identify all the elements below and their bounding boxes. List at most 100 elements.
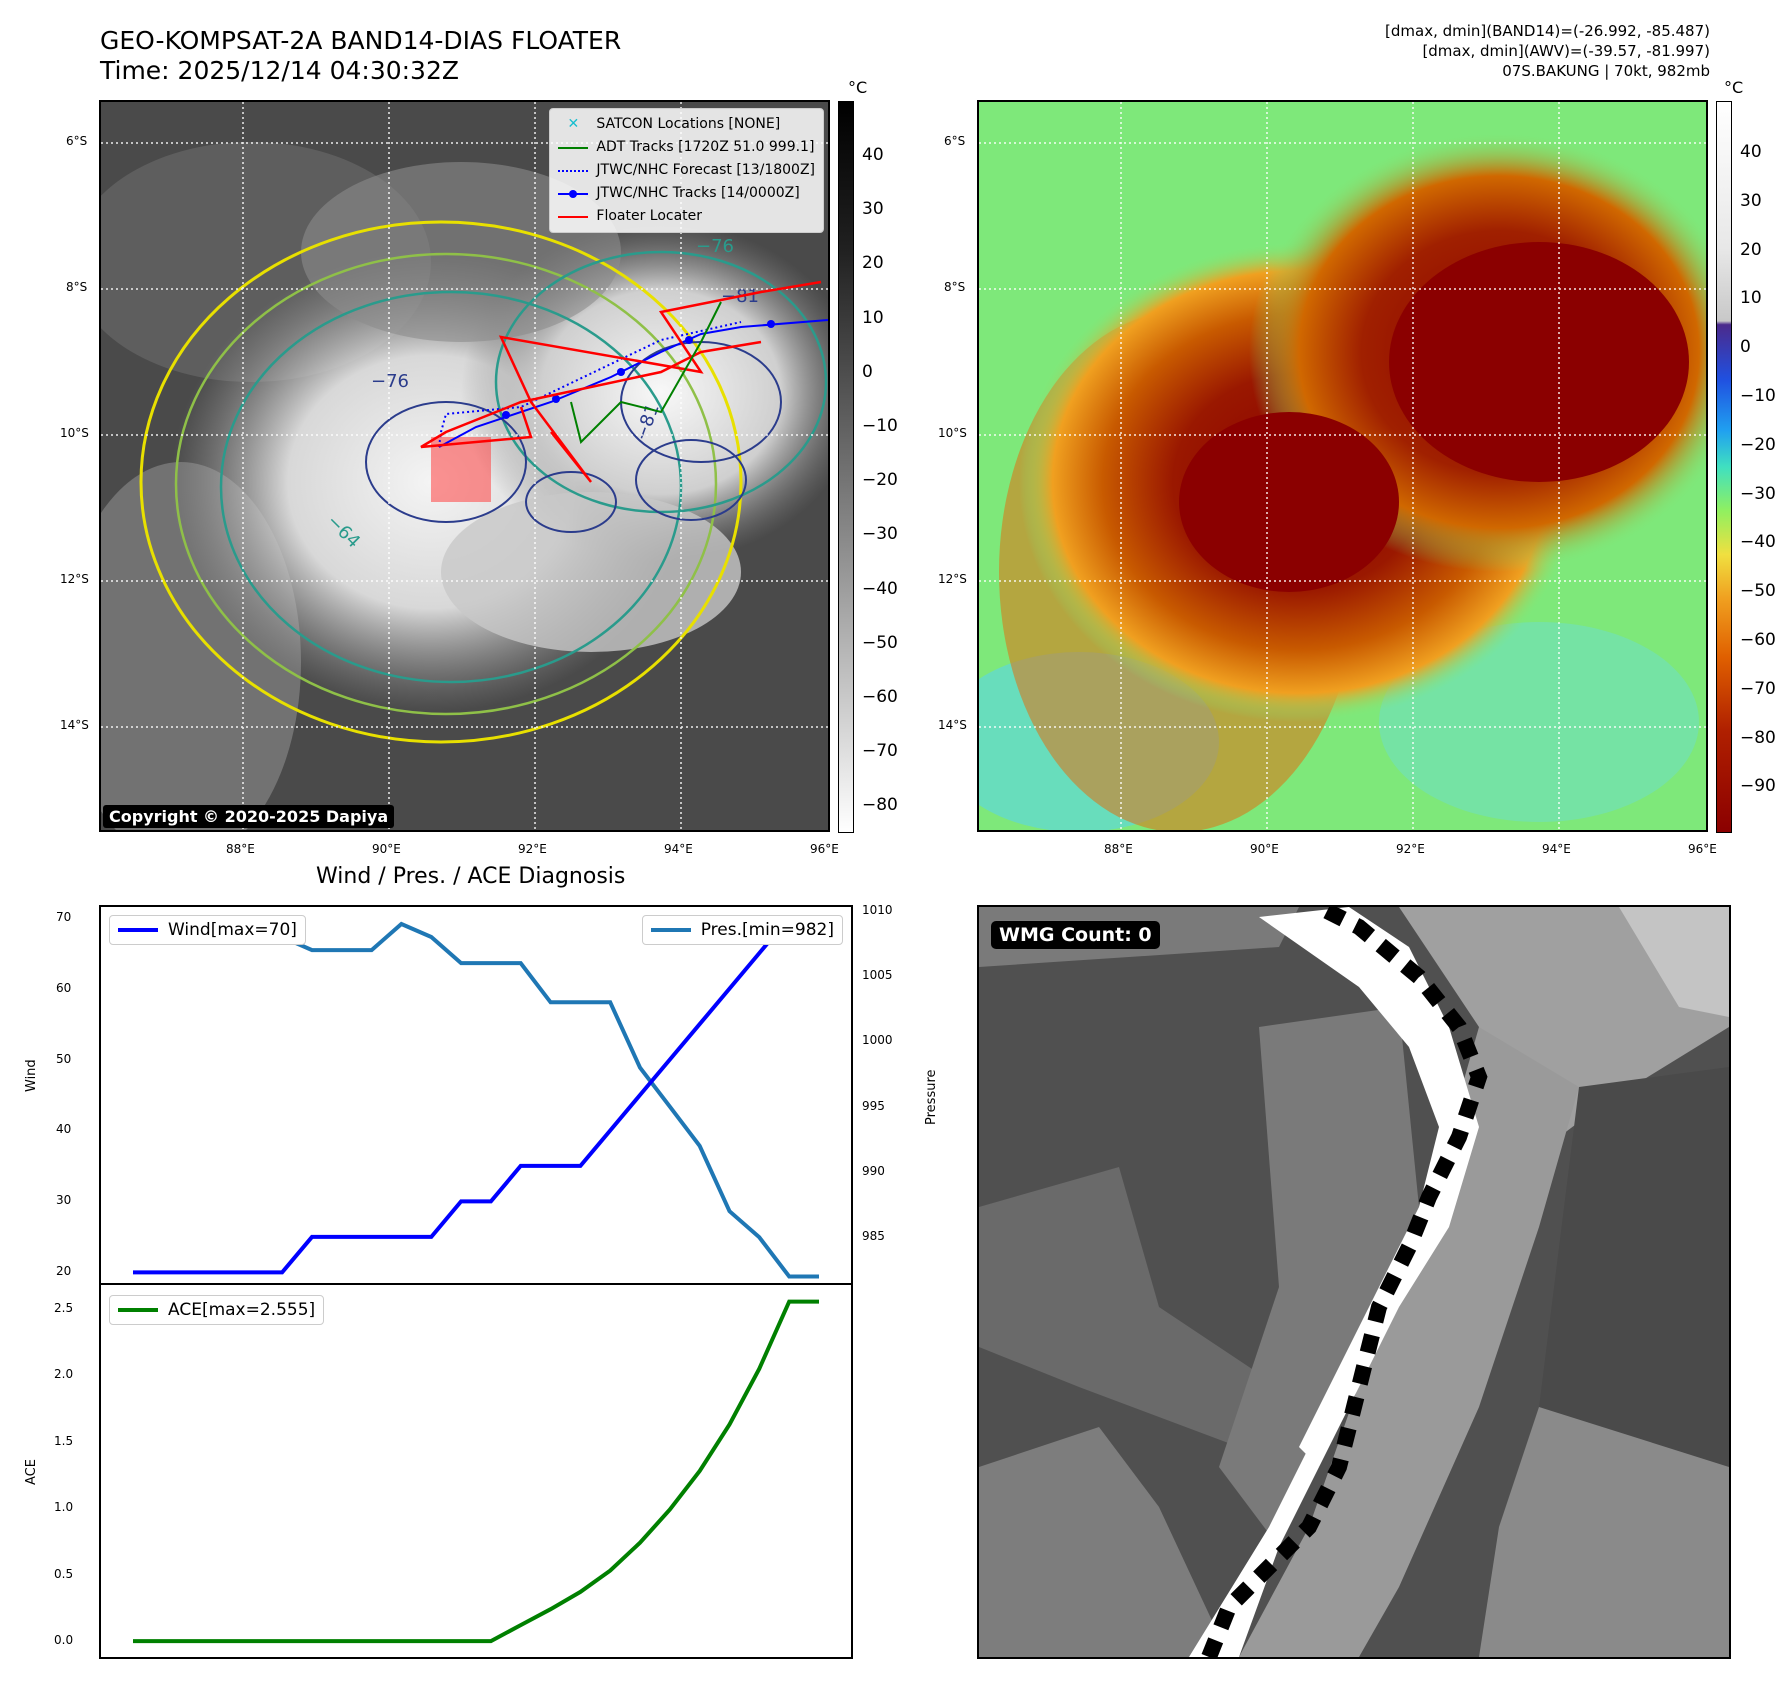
wind-tick: 40 bbox=[56, 1122, 72, 1137]
colorbar-color-tick: −70 bbox=[1740, 678, 1776, 699]
ace-tick: 2.0 bbox=[54, 1367, 74, 1382]
lon-tick: 88°E bbox=[1104, 842, 1133, 856]
ace-series-line bbox=[133, 1299, 819, 1644]
pressure-tick: 1010 bbox=[862, 902, 893, 917]
ace-tick: 1.0 bbox=[54, 1500, 74, 1515]
colorbar-gray-tick: 30 bbox=[862, 199, 884, 220]
colorbar-color bbox=[1716, 101, 1732, 833]
dot-line-swatch-icon bbox=[558, 189, 589, 198]
wind-axis-label: Wind bbox=[24, 1059, 39, 1092]
legend-forecast: JTWC/NHC Forecast [13/1800Z] bbox=[558, 159, 815, 182]
colorbar-color-tick: −20 bbox=[1740, 434, 1776, 455]
lat-tick: 10°S bbox=[60, 426, 89, 440]
colorbar-color-tick: 10 bbox=[1740, 288, 1762, 309]
wind-tick: 20 bbox=[56, 1264, 72, 1279]
ace-tick: 2.5 bbox=[54, 1300, 74, 1315]
copyright-badge: Copyright © 2020-2025 Dapiya bbox=[103, 805, 395, 828]
lon-tick: 90°E bbox=[1250, 842, 1279, 856]
colorbar-color-tick: 0 bbox=[1740, 337, 1751, 358]
colorbar-gray-tick: 20 bbox=[862, 253, 884, 274]
line-swatch-icon bbox=[558, 215, 589, 218]
lat-tick: 8°S bbox=[944, 280, 966, 294]
colorbar-color-tick: −80 bbox=[1740, 727, 1776, 748]
ace-axis-label: ACE bbox=[24, 1459, 39, 1485]
pressure-tick: 995 bbox=[862, 1098, 885, 1113]
wmg-panel: WMG Count: 0 bbox=[977, 905, 1731, 1659]
pressure-legend: Pres.[min=982] bbox=[641, 915, 843, 945]
figure-time: Time: 2025/12/14 04:30:32Z bbox=[100, 56, 459, 85]
info-awv-range: [dmax, dmin](AWV)=(-39.57, -81.997) bbox=[1422, 42, 1710, 60]
lon-tick: 94°E bbox=[664, 842, 693, 856]
lon-tick: 94°E bbox=[1542, 842, 1571, 856]
line-swatch-icon bbox=[558, 146, 589, 149]
colorbar-gray-tick: 40 bbox=[862, 145, 884, 165]
info-band14-range: [dmax, dmin](BAND14)=(-26.992, -85.487) bbox=[1385, 22, 1710, 40]
map-legend: ✕ SATCON Locations [NONE] ADT Tracks [17… bbox=[549, 108, 824, 233]
ace-tick: 0.0 bbox=[54, 1633, 74, 1648]
legend-floater: Floater Locater bbox=[558, 205, 815, 228]
colorbar-gray-tick: 10 bbox=[862, 307, 884, 328]
lat-tick: 14°S bbox=[938, 718, 967, 732]
colorbar-color-tick: −10 bbox=[1740, 386, 1776, 406]
legend-satcon: ✕ SATCON Locations [NONE] bbox=[558, 113, 815, 136]
colorbar-color-tick: −30 bbox=[1740, 483, 1776, 504]
wind-legend: Wind[max=70] bbox=[109, 915, 306, 945]
colorbar-gray-tick: −20 bbox=[862, 470, 898, 491]
ace-legend: ACE[max=2.555] bbox=[109, 1295, 325, 1325]
dotted-line-swatch-icon bbox=[558, 169, 589, 172]
wind-tick: 50 bbox=[56, 1051, 72, 1066]
colorbar-gray-unit: °C bbox=[848, 78, 868, 97]
pressure-series-line bbox=[133, 921, 819, 1279]
lat-tick: 6°S bbox=[944, 134, 966, 148]
colorbar-gray-tick: −60 bbox=[862, 687, 898, 707]
colorbar-color-tick: 40 bbox=[1740, 142, 1762, 162]
colorbar-color-tick: 30 bbox=[1740, 190, 1762, 211]
lon-tick: 92°E bbox=[518, 842, 547, 856]
lon-tick: 92°E bbox=[1396, 842, 1425, 856]
colorbar-gray bbox=[838, 101, 854, 833]
lon-tick: 88°E bbox=[226, 842, 255, 856]
wind-pressure-panel: Wind[max=70] Pres.[min=982] bbox=[99, 905, 853, 1285]
lat-tick: 12°S bbox=[938, 572, 967, 586]
lat-tick: 10°S bbox=[938, 426, 967, 440]
colorbar-color-tick: 20 bbox=[1740, 239, 1762, 260]
wind-tick: 60 bbox=[56, 980, 72, 995]
legend-tracks: JTWC/NHC Tracks [14/0000Z] bbox=[558, 182, 815, 205]
wmg-count-badge: WMG Count: 0 bbox=[991, 921, 1160, 949]
contour-label: −76 bbox=[371, 371, 409, 392]
lat-tick: 6°S bbox=[66, 134, 88, 148]
lon-tick: 96°E bbox=[810, 842, 839, 856]
pressure-tick: 1005 bbox=[862, 968, 893, 983]
legend-adt: ADT Tracks [1720Z 51.0 999.1] bbox=[558, 136, 815, 159]
colorbar-gray-tick: −30 bbox=[862, 524, 898, 545]
info-storm: 07S.BAKUNG | 70kt, 982mb bbox=[1502, 62, 1710, 80]
colorbar-gray-tick: −50 bbox=[862, 632, 898, 653]
colorbar-gray-tick: −80 bbox=[862, 795, 898, 816]
colorbar-gray-tick: −40 bbox=[862, 578, 898, 599]
awv-map-image bbox=[979, 102, 1706, 830]
colorbar-gray-tick: 0 bbox=[862, 361, 873, 382]
colorbar-gray-tick: −70 bbox=[862, 741, 898, 762]
wmg-image bbox=[979, 907, 1729, 1657]
lon-tick: 90°E bbox=[372, 842, 401, 856]
wind-series-line bbox=[133, 915, 819, 1275]
colorbar-color-tick: −60 bbox=[1740, 630, 1776, 650]
wind-tick: 70 bbox=[56, 909, 72, 924]
line-swatch-icon bbox=[118, 1308, 158, 1312]
pressure-tick: 990 bbox=[862, 1164, 885, 1179]
diag-title: Wind / Pres. / ACE Diagnosis bbox=[316, 864, 626, 889]
colorbar-color-tick: −40 bbox=[1740, 532, 1776, 553]
colorbar-color-tick: −50 bbox=[1740, 581, 1776, 602]
ace-tick: 0.5 bbox=[54, 1566, 74, 1581]
lat-tick: 8°S bbox=[66, 280, 88, 294]
colorbar-color-tick: −90 bbox=[1740, 776, 1776, 797]
awv-map-panel bbox=[977, 100, 1708, 832]
wind-tick: 30 bbox=[56, 1193, 72, 1208]
x-marker-icon: ✕ bbox=[567, 116, 580, 132]
pressure-axis-label: Pressure bbox=[924, 1069, 939, 1125]
colorbar-color-unit: °C bbox=[1724, 78, 1744, 97]
wind-pressure-plot bbox=[133, 915, 819, 1279]
line-swatch-icon bbox=[650, 928, 691, 932]
lat-tick: 14°S bbox=[60, 718, 89, 732]
lat-tick: 12°S bbox=[60, 572, 89, 586]
